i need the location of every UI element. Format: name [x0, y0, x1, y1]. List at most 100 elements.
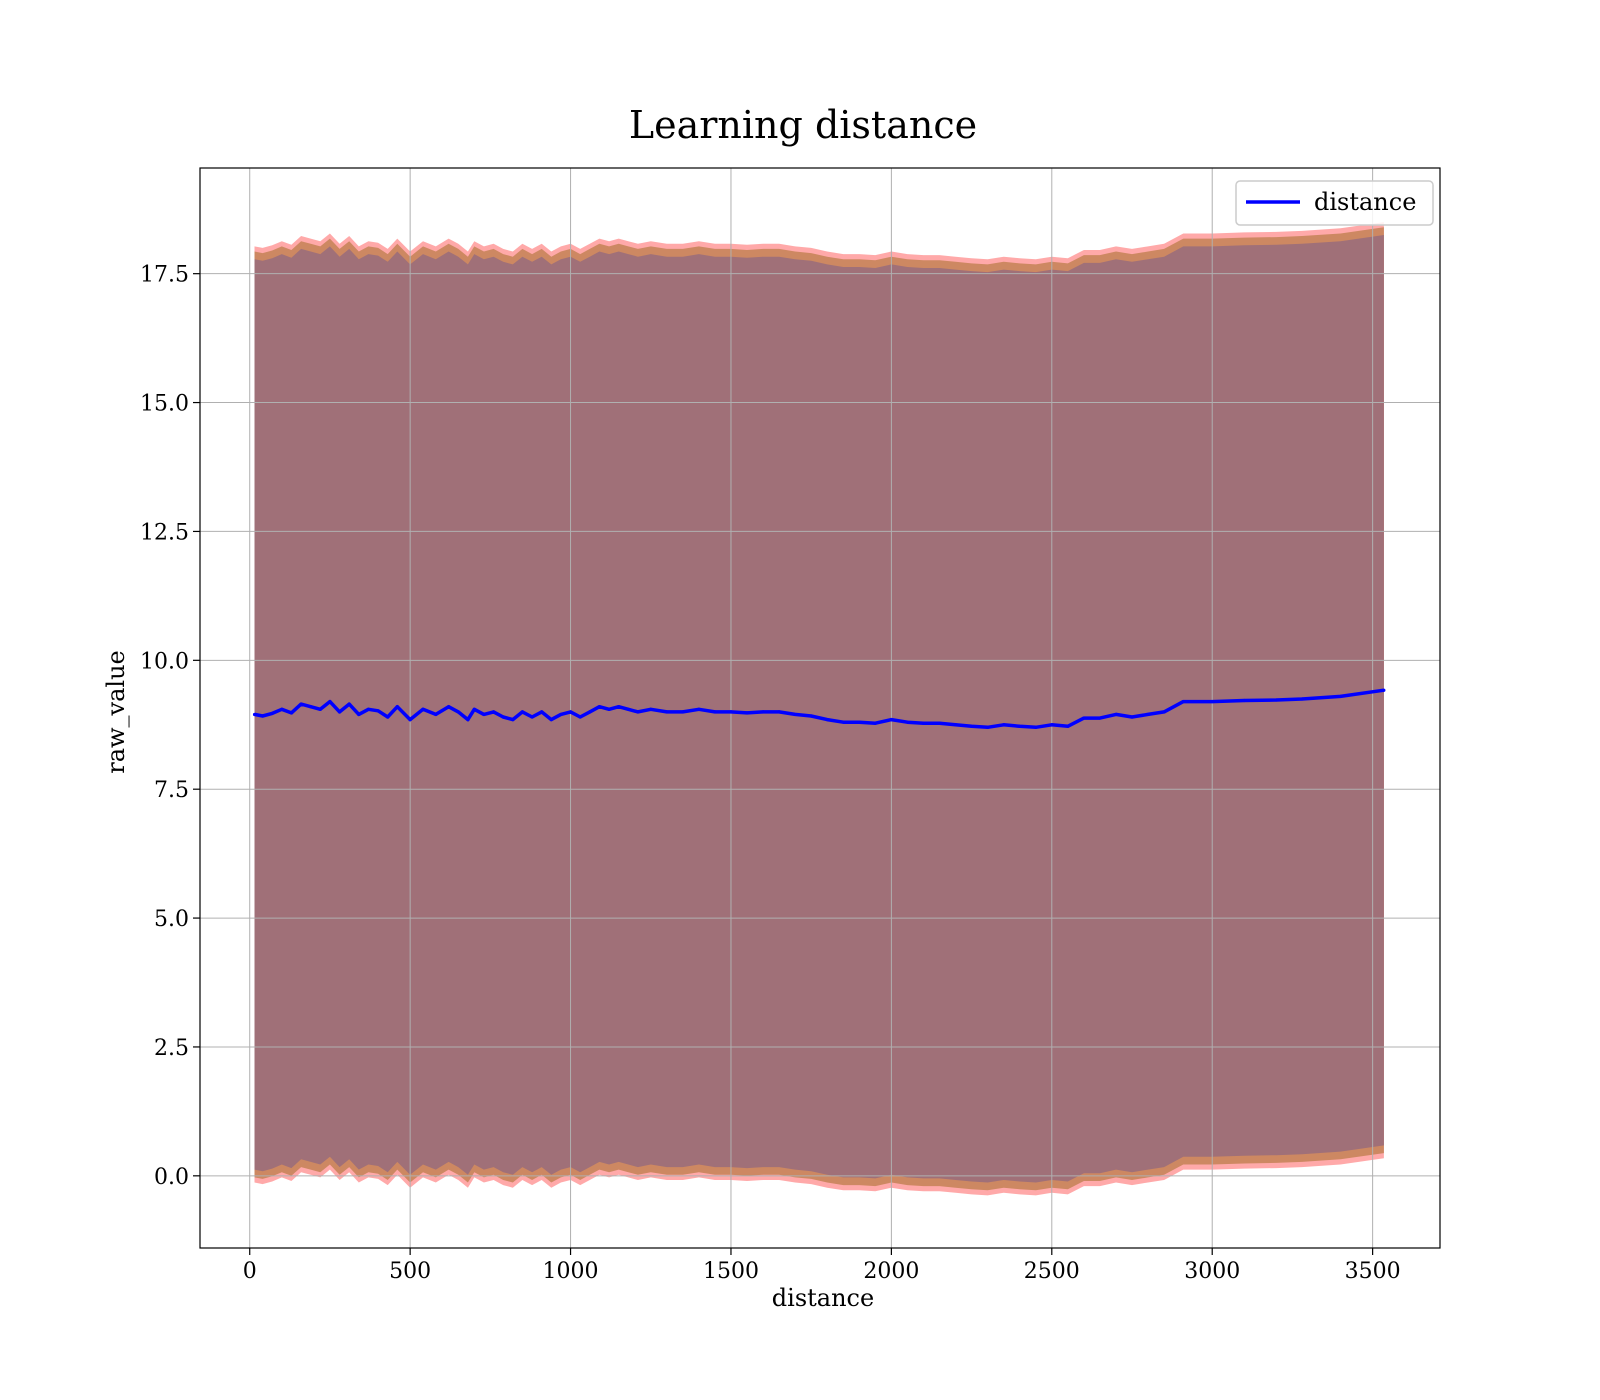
data-point [559, 712, 563, 717]
data-point [501, 715, 505, 719]
x-tick-label: 3500 [1345, 1259, 1401, 1284]
chart-title: Learning distance [629, 103, 977, 147]
data-point [337, 710, 342, 714]
data-point [456, 710, 460, 714]
data-point [1002, 723, 1006, 727]
data-point [395, 705, 399, 709]
x-axis-label: distance [772, 1284, 874, 1312]
legend-label: distance [1314, 188, 1416, 216]
data-point [520, 710, 525, 714]
data-point [905, 720, 910, 724]
data-point [1382, 688, 1386, 692]
data-point [482, 712, 486, 717]
data-point [953, 723, 958, 727]
data-point [578, 715, 582, 719]
data-point [1050, 723, 1054, 727]
data-point [491, 710, 496, 714]
data-point [366, 707, 371, 711]
data-point [1210, 699, 1214, 704]
axes: 0 500 1000 1500 2000 2500 3000 3500 0.0 2.5 5.0 7.5… [140, 167, 1441, 1284]
y-axis-label: raw_value [102, 650, 130, 774]
x-tick-label: 1000 [543, 1259, 599, 1284]
data-point [597, 705, 602, 709]
data-point [421, 707, 425, 711]
x-tick-label: 2500 [1024, 1259, 1080, 1284]
data-point [260, 714, 265, 718]
data-point [568, 710, 573, 714]
data-point [889, 717, 893, 722]
data-point [626, 707, 630, 711]
data-point [607, 707, 611, 711]
data-point [969, 724, 974, 728]
data-point [1018, 724, 1022, 728]
y-tick-label: 10.0 [140, 649, 189, 674]
data-point [289, 711, 294, 715]
plot-frame [199, 167, 1441, 1249]
data-point [793, 712, 797, 717]
data-point [636, 710, 640, 714]
data-point [472, 707, 476, 711]
data-point [825, 717, 829, 722]
data-point [681, 710, 685, 714]
legend-frame [1235, 180, 1434, 226]
data-point [986, 725, 990, 729]
data-point [540, 710, 544, 714]
plot-area [200, 168, 1440, 1248]
data-point [1338, 694, 1343, 699]
data-point [408, 717, 412, 722]
data-point [252, 712, 257, 717]
data-point [1130, 715, 1134, 719]
data-point [1181, 699, 1185, 704]
data-point [1274, 698, 1278, 702]
data-point [697, 707, 701, 711]
y-tick-label: 15.0 [140, 392, 189, 417]
data-point [466, 717, 470, 722]
data-point [347, 702, 351, 706]
y-tick-label: 7.5 [154, 778, 189, 803]
data-point [777, 710, 781, 714]
legend: distance [1235, 180, 1434, 226]
y-tick-label: 17.5 [140, 263, 189, 288]
data-point [309, 705, 313, 709]
data-point [809, 714, 813, 718]
data-point [937, 721, 942, 725]
data-point [745, 711, 749, 715]
data-point [873, 721, 877, 725]
x-tick-label: 0 [243, 1259, 257, 1284]
data-point [713, 710, 717, 714]
data-point [511, 717, 515, 722]
data-point [857, 720, 861, 724]
data-point [434, 712, 438, 717]
data-point [447, 705, 451, 709]
data-point [376, 709, 380, 713]
data-point [1066, 724, 1070, 728]
data-point [549, 717, 553, 722]
data-point [761, 710, 765, 714]
x-tick-label: 3000 [1184, 1259, 1240, 1284]
data-point [1098, 716, 1102, 720]
data-point [1082, 716, 1086, 720]
data-point [280, 707, 284, 711]
data-point [649, 707, 653, 711]
series-line-distance [254, 688, 1385, 730]
data-point [299, 702, 303, 706]
data-point [1114, 712, 1118, 717]
data-point [1300, 697, 1304, 701]
data-point [617, 705, 621, 709]
y-tick-label: 2.5 [154, 1036, 189, 1061]
x-tick-label: 1500 [703, 1259, 759, 1284]
y-tick-label: 0.0 [154, 1165, 189, 1190]
x-tick-label: 2000 [863, 1259, 919, 1284]
data-point [841, 720, 845, 724]
x-tick-label: 500 [389, 1259, 431, 1284]
data-point [1162, 710, 1166, 714]
y-tick-label: 5.0 [154, 907, 189, 932]
data-point [921, 721, 926, 725]
data-point [1034, 725, 1038, 729]
data-point [1146, 712, 1150, 717]
data-point [530, 715, 534, 719]
data-point [328, 699, 332, 704]
data-point [1242, 698, 1246, 703]
data-point [665, 710, 669, 714]
